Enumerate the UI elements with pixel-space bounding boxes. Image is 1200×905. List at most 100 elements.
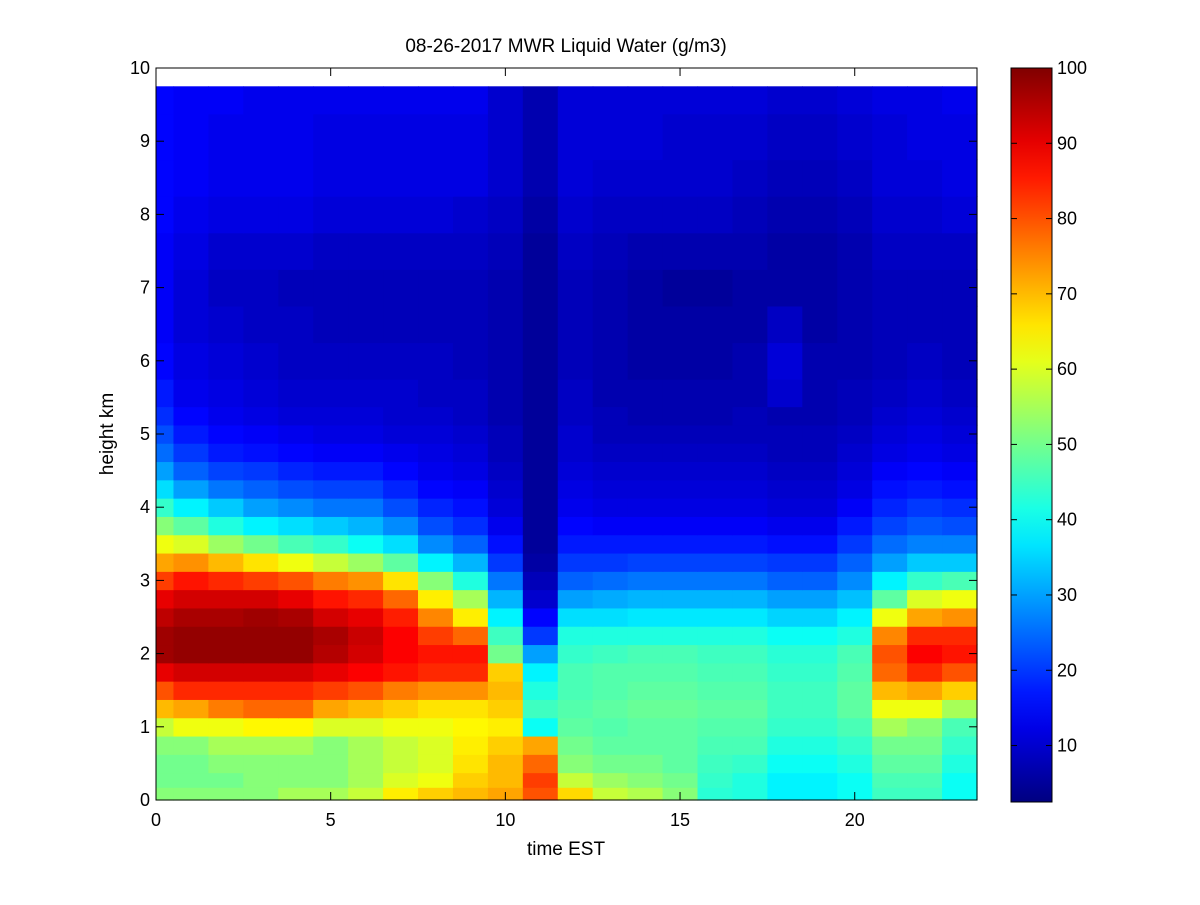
heatmap-cell [942,717,978,737]
heatmap-cell [732,796,768,801]
heatmap-cell [627,269,664,307]
heatmap-cell [313,662,349,682]
heatmap-cell [942,406,978,426]
heatmap-cell [278,461,314,481]
heatmap-cell [767,269,803,307]
heatmap-cell [173,113,210,161]
heatmap-cell [173,342,210,380]
heatmap-cell [627,571,664,591]
heatmap-cell [837,232,873,270]
heatmap-cell [452,498,489,517]
heatmap-cell [802,772,838,788]
colorbar-tick-label: 30 [1057,585,1077,605]
heatmap-cell [313,589,349,609]
heatmap-cell [802,305,838,344]
heatmap-cell [767,772,803,788]
heatmap-cell [872,662,908,682]
heatmap-cell [697,342,734,380]
heatmap-cell [487,607,524,627]
heatmap-cell [767,796,803,801]
heatmap-cell [278,269,314,307]
heatmap-cell [452,772,489,788]
heatmap-cell [837,699,873,719]
heatmap-cell [348,424,384,444]
x-axis: 0 5 10 15 20 [151,68,865,830]
heatmap-cell [942,662,978,682]
heatmap-cell [837,717,873,737]
heatmap-cell [522,498,559,517]
heatmap-cell [278,379,314,408]
heatmap-cell [697,196,734,234]
heatmap-cell [243,196,279,234]
heatmap-cell [522,113,559,161]
heatmap-cell [662,717,699,737]
heatmap-cell [942,735,978,755]
heatmap-cell [907,735,943,755]
heatmap-cell [348,772,384,788]
heatmap-cell [522,479,559,499]
heatmap-cell [383,552,419,572]
heatmap-cell [872,196,908,234]
heatmap-cell [767,571,803,591]
heatmap-cell [802,196,838,234]
heatmap-cell [697,516,734,536]
heatmap-cell [348,269,384,307]
heatmap-cell [837,772,873,788]
heatmap-cell [732,644,768,664]
heatmap-cell [522,589,559,609]
heatmap-cell [348,787,384,797]
heatmap-cell [872,461,908,481]
heatmap-cell [487,379,524,408]
heatmap-cell [348,479,384,499]
heatmap-cell [313,571,349,591]
x-tick-label: 15 [670,810,690,830]
heatmap-cell [383,269,419,307]
heatmap-cell [732,552,768,572]
heatmap-cell [313,113,349,161]
heatmap-cell [557,159,594,197]
heatmap-cell [383,516,419,536]
heatmap-cell [418,379,454,408]
heatmap-cell [592,552,629,572]
heatmap-cell [418,159,454,197]
heatmap-cell [383,662,419,682]
heatmap-cell [348,232,384,270]
heatmap-cell [452,662,489,682]
heatmap-cell [208,626,244,646]
heatmap-cell [557,516,594,536]
heatmap-cell [383,479,419,499]
heatmap-cell [627,552,664,572]
colorbar-tick-label: 10 [1057,736,1077,756]
heatmap-cell [156,196,175,234]
heatmap-cell [942,681,978,700]
heatmap-cell [732,379,768,408]
heatmap-cell [627,735,664,755]
heatmap-cell [243,735,279,755]
heatmap-cell [348,626,384,646]
heatmap-cell [452,516,489,536]
heatmap-cell [802,787,838,797]
heatmap-cell [697,269,734,307]
heatmap-cell [487,86,524,115]
heatmap-cell [487,754,524,774]
heatmap-cell [487,305,524,344]
heatmap-cell [662,232,699,270]
heatmap-cell [208,424,244,444]
heatmap-cell [452,305,489,344]
heatmap-cell [487,717,524,737]
heatmap-cell [662,644,699,664]
heatmap-cell [697,424,734,444]
heatmap-cell [313,269,349,307]
heatmap-cell [837,479,873,499]
heatmap-cell [173,232,210,270]
heatmap-cell [418,196,454,234]
heatmap-cell [802,498,838,517]
heatmap-cell [837,196,873,234]
heatmap-cell [208,379,244,408]
heatmap-cell [557,534,594,554]
heatmap-cell [243,159,279,197]
heatmap-cell [173,196,210,234]
heatmap-cell [278,342,314,380]
heatmap-cell [697,589,734,609]
heatmap-cell [383,699,419,719]
